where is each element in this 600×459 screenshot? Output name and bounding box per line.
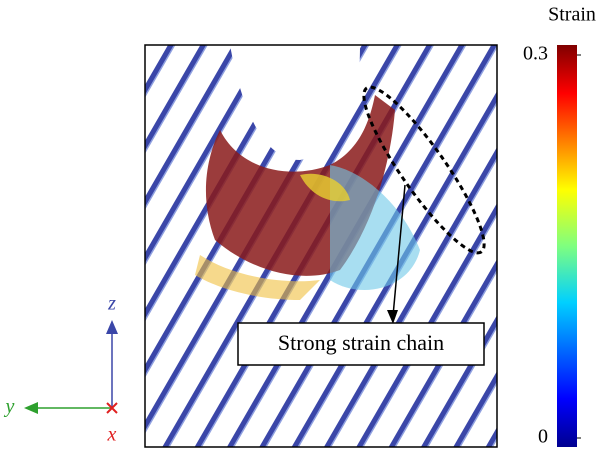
panel-border [144,44,498,448]
colorbar-tick-label: 0 [538,426,548,448]
z-label: z [107,293,116,315]
x-label: x [107,424,117,446]
z-arrow [106,320,118,334]
colorbar-tick-label: 0.3 [523,43,548,65]
arrow-head [387,310,398,324]
annotation-box [237,322,485,366]
colorbar [557,45,577,447]
annotation-arrow [392,184,406,317]
simulation-image [145,45,497,447]
y-arrow [24,402,38,414]
y-label: y [4,396,15,418]
highlight-ellipse [362,85,486,255]
annotation-text: Strong strain chain [278,330,444,355]
colorbar-title: Strain [548,4,596,26]
x-marker [106,402,118,414]
